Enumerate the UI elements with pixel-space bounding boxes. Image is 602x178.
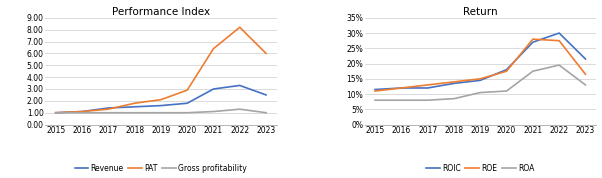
Gross profitability: [210, 111, 217, 113]
Revenue: [131, 106, 138, 108]
Revenue: [184, 102, 191, 104]
Legend: Revenue, PAT, Gross profitability: Revenue, PAT, Gross profitability: [72, 160, 250, 176]
PAT: [184, 89, 191, 91]
ROA: [398, 99, 405, 101]
ROE: [529, 38, 536, 40]
PAT: [52, 112, 59, 114]
Line: Gross profitability: Gross profitability: [55, 109, 266, 113]
Gross profitability: [131, 112, 138, 114]
ROIC: [398, 87, 405, 89]
Gross profitability: [262, 112, 270, 114]
PAT: [262, 52, 270, 54]
PAT: [131, 102, 138, 104]
Line: Revenue: Revenue: [55, 85, 266, 113]
ROA: [556, 64, 563, 66]
Gross profitability: [52, 112, 59, 114]
PAT: [78, 111, 85, 113]
Title: Performance Index: Performance Index: [112, 7, 210, 17]
ROIC: [582, 58, 589, 60]
ROE: [477, 78, 484, 80]
PAT: [236, 26, 243, 28]
ROIC: [371, 88, 379, 91]
PAT: [105, 108, 112, 110]
Revenue: [210, 88, 217, 90]
ROIC: [424, 87, 431, 89]
PAT: [210, 48, 217, 50]
Revenue: [78, 111, 85, 113]
Gross profitability: [105, 112, 112, 114]
Gross profitability: [184, 112, 191, 114]
Legend: ROIC, ROE, ROA: ROIC, ROE, ROA: [423, 160, 538, 176]
ROIC: [477, 79, 484, 81]
ROE: [556, 40, 563, 42]
Line: PAT: PAT: [55, 27, 266, 113]
Revenue: [105, 107, 112, 109]
PAT: [157, 99, 164, 101]
ROA: [503, 90, 510, 92]
ROIC: [450, 82, 458, 85]
Gross profitability: [157, 112, 164, 114]
ROA: [424, 99, 431, 101]
ROIC: [556, 32, 563, 34]
ROA: [582, 84, 589, 86]
Revenue: [157, 104, 164, 107]
Title: Return: Return: [463, 7, 498, 17]
Line: ROA: ROA: [375, 65, 586, 100]
Line: ROE: ROE: [375, 39, 586, 91]
Gross profitability: [236, 108, 243, 110]
ROE: [503, 70, 510, 72]
ROE: [371, 90, 379, 92]
ROA: [371, 99, 379, 101]
ROE: [450, 81, 458, 83]
ROA: [529, 70, 536, 72]
ROE: [398, 87, 405, 89]
ROE: [424, 84, 431, 86]
ROE: [582, 73, 589, 75]
ROA: [477, 91, 484, 94]
Gross profitability: [78, 112, 85, 114]
ROIC: [503, 69, 510, 71]
Line: ROIC: ROIC: [375, 33, 586, 90]
Revenue: [262, 94, 270, 96]
Revenue: [52, 112, 59, 114]
ROA: [450, 98, 458, 100]
ROIC: [529, 41, 536, 43]
Revenue: [236, 84, 243, 87]
